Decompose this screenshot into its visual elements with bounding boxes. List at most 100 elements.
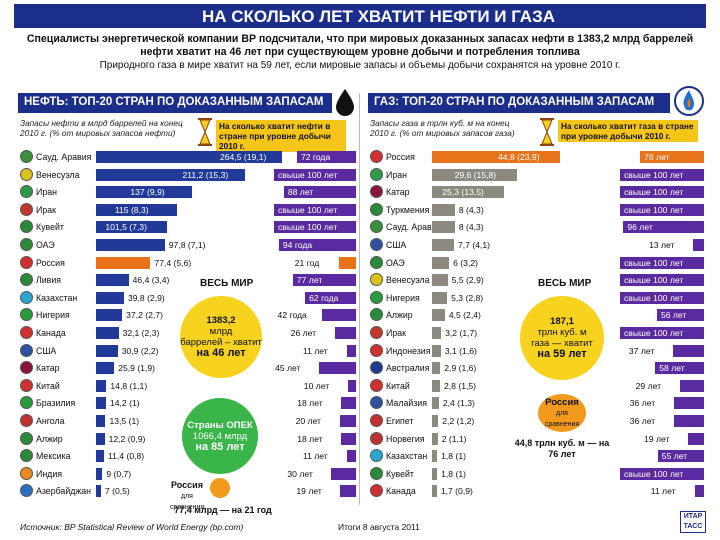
gas-value-label: 8 (4,3) <box>458 204 484 215</box>
gas-years-label: 36 лет <box>629 416 656 426</box>
oil-flag-icon <box>20 255 33 269</box>
oil-reserve-bar <box>96 256 151 269</box>
oil-country-label: Ирак <box>36 204 56 215</box>
oil-reserve-bar <box>96 151 282 163</box>
gas-row: Венесуэла 5,5 (2,9) свыше 100 лет <box>0 273 720 287</box>
oil-value-label: 211,2 (15,3) <box>182 169 229 180</box>
gas-row: Австралия 2,9 (1,6) 58 лет <box>0 361 720 375</box>
oil-years-label: 30 лет <box>287 468 313 479</box>
oil-years-label: 20 лет <box>295 416 321 426</box>
gas-value-label: 25,3 (13,5) <box>442 187 484 198</box>
oil-value-label: 77,4 (5,6) <box>154 257 192 268</box>
oil-flag-icon <box>20 185 33 199</box>
oil-years-label: свыше 100 лет <box>278 204 338 215</box>
oil-years-bar <box>341 397 356 410</box>
gas-row: Алжир 4,5 (2,4) 56 лет <box>0 308 720 322</box>
gas-country-label: Ирак <box>386 328 406 338</box>
oil-country-label: Китай <box>36 380 60 391</box>
oil-reserve-bar <box>96 379 107 392</box>
oil-row: Катар 25,9 (1,9) 45 лет <box>0 361 720 375</box>
gas-flag-icon <box>370 361 383 375</box>
gas-reserve-bar <box>432 362 441 375</box>
gas-flag-icon <box>370 220 383 234</box>
oil-country-label: Кувейт <box>36 222 64 233</box>
gas-row: Иран 29,6 (15,8) свыше 100 лет <box>0 167 720 182</box>
oil-years-bar <box>338 256 356 269</box>
intro-line-2: нефти хватит на 46 лет при существующем … <box>140 46 580 58</box>
oil-reserve-bar <box>96 362 115 375</box>
gas-years-label: свыше 100 лет <box>624 204 684 215</box>
gas-row: Канада 1,7 (0,9) 11 лет <box>0 484 720 498</box>
gas-reserve-bar <box>432 151 560 163</box>
oil-years-label: 88 лет <box>287 187 314 198</box>
oil-country-label: Россия <box>36 257 65 268</box>
gas-country-label: Нигерия <box>386 292 420 303</box>
gas-world-text: газа — хватит <box>531 338 593 349</box>
gas-reserve-bar <box>432 186 505 199</box>
oil-value-label: 11,4 (0,8) <box>108 451 145 462</box>
gas-years-label: 19 лет <box>644 433 670 444</box>
gas-value-label: 1,7 (0,9) <box>440 486 473 497</box>
gas-country-label: Норвегия <box>386 433 425 444</box>
gas-reserve-bar <box>432 203 455 216</box>
gas-value-label: 1,8 (1) <box>441 468 466 479</box>
oil-row: Россия 77,4 (5,6) 21 год <box>0 255 720 270</box>
oil-value-label: 32,1 (2,3) <box>122 328 160 338</box>
gas-years-label: 96 лет <box>627 222 653 233</box>
gas-value-label: 2,4 (1,3) <box>442 398 475 409</box>
gas-value-label: 29,6 (15,8) <box>454 169 497 180</box>
oil-years-bar <box>346 450 356 463</box>
gas-reserve-bar <box>432 291 448 304</box>
oil-value-label: 39,8 (2,9) <box>127 292 165 303</box>
oil-years-bar <box>347 379 356 392</box>
intro-line-1: Специалисты энергетической компании BP п… <box>26 33 694 45</box>
oil-row: Канада 32,1 (2,3) 26 лет <box>0 326 720 340</box>
gas-years-label: 56 лет <box>660 310 687 321</box>
gas-years-bar <box>693 239 704 251</box>
oil-years-label: 45 лет <box>275 363 301 374</box>
oil-value-label: 101,5 (7,3) <box>105 222 147 233</box>
gas-panel-header: ГАЗ: ТОП-20 СТРАН ПО ДОКАЗАННЫМ ЗАПАСАМ <box>368 93 670 113</box>
gas-years-bar <box>620 256 704 269</box>
oil-world-label: ВЕСЬ МИР <box>200 278 254 289</box>
gas-flag-icon <box>370 431 383 445</box>
gas-value-label: 7,7 (4,1) <box>458 240 491 250</box>
gas-value-label: 2 (1,1) <box>441 433 467 444</box>
oil-country-label: Нигерия <box>36 310 70 321</box>
gas-world-unit: трлн куб. м <box>537 327 587 338</box>
gas-years-bar <box>620 291 704 304</box>
oil-row: Кувейт 101,5 (7,3) свыше 100 лет <box>0 220 720 234</box>
gas-years-bar <box>657 450 704 463</box>
gas-row: Норвегия 2 (1,1) 19 лет <box>0 431 720 446</box>
gas-reserve-bar <box>432 256 450 269</box>
gas-value-label: 2,9 (1,6) <box>444 363 477 374</box>
gas-col-years: На сколько хватит газа в стране при уров… <box>558 120 698 142</box>
gas-world-value: 187,1 <box>550 316 574 327</box>
gas-row: Кувейт 1,8 (1) свыше 100 лет <box>0 466 720 481</box>
oil-country-label: Катар <box>36 363 60 374</box>
gas-country-label: Китай <box>386 380 410 391</box>
oil-years-bar <box>305 291 356 304</box>
oil-years-label: 11 лет <box>302 451 328 462</box>
oil-russia-dot <box>210 478 230 498</box>
oil-row: Ливия 46,4 (3,4) 77 лет <box>0 273 720 287</box>
gas-years-label: свыше 100 лет <box>624 328 684 338</box>
oil-years-bar <box>321 309 356 322</box>
oil-flag-icon <box>20 238 33 251</box>
oil-reserve-bar <box>96 239 165 251</box>
oil-row: Китай 14,8 (1,1) 10 лет <box>0 378 720 393</box>
gas-reserve-bar <box>432 221 455 234</box>
oil-value-label: 30,9 (2,2) <box>121 345 159 356</box>
hourglass-icon <box>540 118 554 146</box>
oil-years-bar <box>340 485 356 498</box>
gas-flag-icon <box>370 273 383 287</box>
oil-years-label: 18 лет <box>297 398 323 409</box>
oil-country-label: Канада <box>36 328 66 338</box>
gas-reserve-bar <box>432 397 439 410</box>
oil-years-label: 18 лет <box>297 433 323 444</box>
gas-country-label: Канада <box>386 486 416 497</box>
oil-value-label: 12,2 (0,9) <box>108 433 146 444</box>
oil-reserve-bar <box>96 186 193 199</box>
oil-years-label: 11 лет <box>302 345 328 356</box>
gas-row: Ирак 3,2 (1,7) свыше 100 лет <box>0 326 720 340</box>
